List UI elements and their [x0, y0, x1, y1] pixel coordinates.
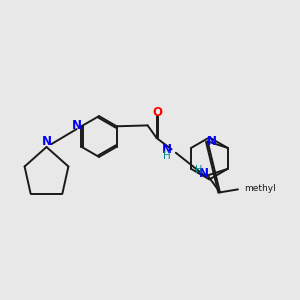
Text: N: N [207, 135, 217, 148]
Text: N: N [72, 118, 82, 132]
Text: N: N [161, 143, 172, 156]
Text: N: N [199, 167, 209, 180]
Text: N: N [41, 135, 52, 148]
Text: methyl: methyl [244, 184, 276, 193]
Text: H: H [195, 165, 202, 175]
Text: H: H [163, 151, 171, 161]
Text: O: O [152, 106, 162, 119]
